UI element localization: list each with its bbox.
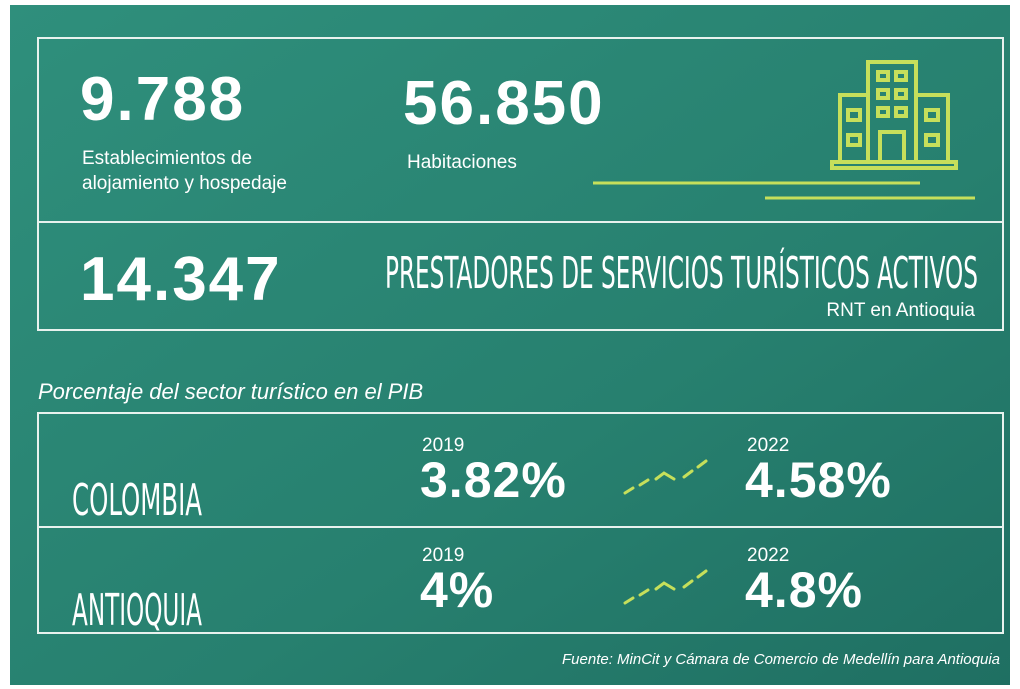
region: ANTIOQUIA (72, 585, 202, 636)
building-icon (830, 60, 958, 170)
stat-label: Habitaciones (407, 152, 517, 173)
percent: 3.82% (420, 452, 567, 508)
year: 2019 (422, 435, 464, 456)
year: 2019 (422, 545, 464, 566)
stat-label: PRESTADORES DE SERVICIOS TURÍSTICOS ACTI… (385, 246, 978, 299)
region: COLOMBIA (72, 475, 202, 526)
stat-label: alojamiento y hospedaje (82, 173, 287, 194)
section-title: Porcentaje del sector turístico en el PI… (38, 379, 423, 404)
stat-value: 14.347 (80, 245, 282, 314)
year: 2022 (747, 545, 789, 566)
percent: 4.58% (745, 452, 892, 508)
pib-box (37, 412, 1004, 634)
stat-value: 9.788 (80, 65, 245, 134)
stat-value: 56.850 (403, 69, 605, 138)
source: Fuente: MinCit y Cámara de Comercio de M… (562, 651, 1000, 668)
year: 2022 (747, 435, 789, 456)
background (10, 5, 1010, 685)
trend-arrow (623, 569, 708, 605)
percent: 4% (420, 562, 494, 618)
middle-box (37, 221, 1004, 331)
pib-rows: COLOMBIA20193.82%20224.58%ANTIOQUIA20194… (72, 435, 892, 636)
stat-label: Establecimientos de (82, 148, 252, 169)
stat-sublabel: RNT en Antioquia (826, 300, 975, 321)
trend-arrow (623, 459, 708, 495)
percent: 4.8% (745, 562, 863, 618)
